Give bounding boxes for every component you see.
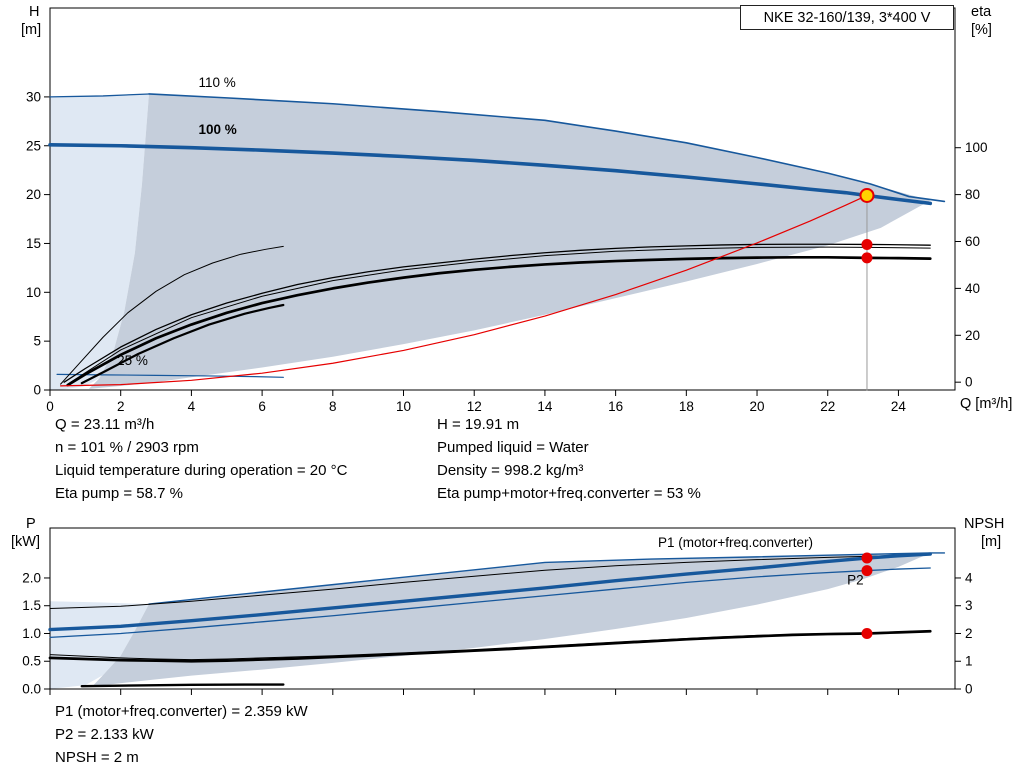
- pump-title: NKE 32-160/139, 3*400 V: [763, 9, 931, 26]
- x-tick-label: 18: [679, 399, 694, 414]
- info-liquid-temp: Liquid temperature during operation = 20…: [55, 462, 348, 479]
- label-p2: P2: [847, 573, 864, 588]
- y-left-tick-label: 0.5: [22, 654, 41, 669]
- x-tick-label: 4: [188, 399, 196, 414]
- y-right-tick-label: 40: [965, 281, 980, 296]
- label-p1: P1 (motor+freq.converter): [658, 535, 813, 550]
- duty-info-left: Q = 23.11 m³/h n = 101 % / 2903 rpm Liqu…: [55, 413, 347, 505]
- power-info: P1 (motor+freq.converter) = 2.359 kW P2 …: [55, 700, 308, 769]
- curve-110pct: [148, 93, 946, 203]
- info-q: Q = 23.11 m³/h: [55, 416, 155, 433]
- eta-reduced-speed-thin: [60, 245, 284, 385]
- power-chart: 0.0 0.5 1.0 1.5 2.0 0 1 2 3 4 P1 (motor+freq.conve…: [22, 527, 973, 697]
- p1-envelope-top: [148, 552, 946, 605]
- y-right-tick-label: 100: [965, 140, 988, 155]
- curve-100pct: [48, 142, 933, 206]
- p1-curve: [48, 552, 932, 632]
- max-speed-shutoff-line: [49, 93, 150, 98]
- p-axis-unit: [kW]: [11, 534, 40, 550]
- x-tick-label: 8: [329, 399, 337, 414]
- npsh-axis-unit: [m]: [981, 534, 1002, 550]
- system-curve: [60, 194, 868, 387]
- h-axis-label: H: [29, 4, 40, 20]
- duty-point: [859, 187, 875, 203]
- eta-reduced-speed-thick: [80, 303, 285, 385]
- y-left-tick-label: 1.5: [22, 598, 41, 613]
- y-right-tick-label: 1: [965, 654, 973, 669]
- h-axis-unit: [m]: [21, 22, 42, 38]
- low-speed-region: [50, 601, 149, 689]
- eta-axis-label: eta: [971, 4, 992, 20]
- x-tick-label: 12: [467, 399, 482, 414]
- npsh-point: [861, 627, 873, 639]
- power-envelope: [92, 552, 931, 687]
- y-right-tick-label: 60: [965, 234, 980, 249]
- y-left-tick-label: 10: [26, 285, 41, 300]
- y-left-tick-label: 0.0: [22, 682, 41, 697]
- x-tick-label: 14: [537, 399, 553, 414]
- eta-pump-point: [861, 239, 873, 251]
- y-left-tick-label: 0: [33, 383, 41, 398]
- npsh-curve: [48, 629, 932, 663]
- p1-point: [861, 552, 873, 564]
- y-right-tick-label: 3: [965, 598, 973, 613]
- p2-point: [861, 565, 873, 577]
- p-axis-label: P: [26, 516, 36, 532]
- npsh-axis-label: NPSH: [964, 516, 1005, 532]
- label-25pct: 25 %: [117, 353, 148, 368]
- label-110pct: 110 %: [198, 75, 235, 90]
- info-p1: P1 (motor+freq.converter) = 2.359 kW: [55, 703, 308, 720]
- eta-total-curve: [66, 255, 932, 387]
- y-right-tick-label: 80: [965, 187, 980, 202]
- y-left-tick-label: 20: [26, 187, 41, 202]
- y-right-tick-label: 20: [965, 328, 980, 343]
- y-right-tick-label: 0: [965, 375, 973, 390]
- label-100pct: 100 %: [198, 122, 236, 137]
- x-tick-label: 2: [117, 399, 125, 414]
- y-left-tick-label: 5: [33, 334, 41, 349]
- pump-title-box: NKE 32-160/139, 3*400 V: [740, 5, 954, 30]
- y-right-tick-label: 4: [965, 570, 973, 585]
- hq-chart: 0 2 4 6 8 10 12 14 16 18 20 22 240510152025300204060…: [26, 7, 988, 414]
- y-left-tick-label: 30: [26, 89, 41, 104]
- curve-25pct: [56, 373, 284, 378]
- y-left-tick-label: 25: [26, 138, 41, 153]
- x-tick-label: 0: [46, 399, 54, 414]
- eta-pump-curve-2: [67, 246, 931, 385]
- info-n: n = 101 % / 2903 rpm: [55, 439, 199, 456]
- x-tick-label: 10: [396, 399, 411, 414]
- x-tick-label: 20: [750, 399, 765, 414]
- eta-total-point: [861, 252, 873, 264]
- x-tick-label: 24: [891, 399, 907, 414]
- q-axis-label: Q [m³/h]: [960, 396, 1013, 412]
- p-25pct-curve: [80, 683, 285, 688]
- y-left-tick-label: 15: [26, 236, 41, 251]
- p1-alt-thin: [49, 554, 931, 609]
- duty-info-right: H = 19.91 m Pumped liquid = Water Densit…: [437, 413, 701, 505]
- y-left-tick-label: 2.0: [22, 570, 41, 585]
- info-density: Density = 998.2 kg/m³: [437, 462, 584, 479]
- y-right-tick-label: 0: [965, 682, 973, 697]
- info-eta-total: Eta pump+motor+freq.converter = 53 %: [437, 485, 701, 502]
- info-p2: P2 = 2.133 kW: [55, 726, 154, 743]
- info-eta-pump: Eta pump = 58.7 %: [55, 485, 183, 502]
- info-pumped-liquid: Pumped liquid = Water: [437, 439, 589, 456]
- y-right-tick-label: 2: [965, 626, 973, 641]
- x-tick-label: 6: [258, 399, 266, 414]
- info-npsh: NPSH = 2 m: [55, 749, 139, 766]
- hq-chart-frame: [49, 7, 956, 391]
- info-h: H = 19.91 m: [437, 416, 520, 433]
- x-tick-label: 22: [820, 399, 835, 414]
- eta-pump-curve: [63, 243, 931, 383]
- low-speed-region: [50, 93, 149, 390]
- eta-axis-unit: [%]: [971, 22, 992, 38]
- x-tick-label: 16: [608, 399, 623, 414]
- duty-envelope: [88, 93, 931, 389]
- y-left-tick-label: 1.0: [22, 626, 41, 641]
- p2-curve: [49, 567, 931, 639]
